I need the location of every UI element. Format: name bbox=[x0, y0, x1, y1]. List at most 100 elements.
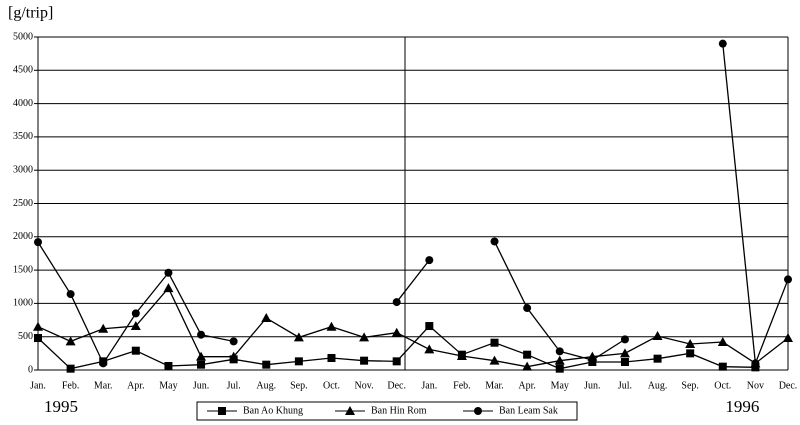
data-point bbox=[34, 238, 42, 247]
data-point bbox=[196, 351, 207, 361]
data-point bbox=[620, 335, 629, 344]
legend-label: Ban Leam Sak bbox=[499, 405, 558, 416]
data-point bbox=[392, 357, 401, 366]
x-tick-label: Feb. bbox=[62, 380, 80, 391]
x-tick-label: Oct. bbox=[714, 380, 731, 391]
data-point bbox=[424, 344, 435, 354]
x-tick-label: Jan. bbox=[421, 380, 437, 391]
data-point bbox=[425, 256, 434, 265]
data-point bbox=[489, 355, 500, 365]
legend-marker bbox=[218, 407, 226, 415]
data-point bbox=[164, 362, 173, 371]
y-tick-label: 2000 bbox=[13, 231, 33, 242]
y-tick-label: 4500 bbox=[13, 65, 33, 76]
data-point bbox=[523, 304, 532, 313]
x-tick-label: May bbox=[551, 380, 569, 391]
data-point bbox=[718, 39, 727, 48]
x-tick-label: Sep. bbox=[681, 380, 699, 391]
data-point bbox=[653, 354, 662, 363]
year-label: 1995 bbox=[44, 397, 78, 416]
legend-marker bbox=[345, 406, 355, 415]
data-point bbox=[33, 321, 43, 331]
legend-label: Ban Ao Khung bbox=[243, 405, 303, 416]
y-tick-label: 3000 bbox=[13, 164, 33, 175]
legend-box bbox=[196, 401, 578, 421]
data-point bbox=[619, 348, 630, 358]
data-point bbox=[652, 331, 663, 341]
data-point bbox=[555, 364, 564, 373]
x-tick-label: Mar. bbox=[485, 380, 504, 391]
legend-marker bbox=[474, 407, 482, 415]
x-tick-label: Nov bbox=[747, 380, 764, 391]
x-tick-label: May bbox=[159, 380, 177, 391]
x-tick-label: Apr. bbox=[127, 380, 145, 391]
x-tick-label: Apr. bbox=[518, 380, 536, 391]
data-point bbox=[294, 357, 303, 366]
data-point bbox=[130, 321, 141, 331]
y-axis-label: [g/trip] bbox=[8, 5, 53, 22]
data-point bbox=[98, 323, 109, 333]
y-tick-label: 2500 bbox=[13, 198, 33, 209]
data-point bbox=[65, 336, 76, 346]
data-point bbox=[131, 309, 140, 318]
x-tick-label: Jun. bbox=[584, 380, 600, 391]
data-point bbox=[131, 346, 140, 355]
x-tick-label: Dec. bbox=[387, 380, 406, 391]
x-tick-label: Feb. bbox=[453, 380, 471, 391]
x-tick-label: Sep. bbox=[290, 380, 308, 391]
data-point bbox=[197, 330, 206, 339]
y-tick-label: 3500 bbox=[13, 131, 33, 142]
data-point bbox=[391, 327, 402, 337]
x-tick-label: Mar. bbox=[94, 380, 113, 391]
data-point bbox=[293, 332, 304, 342]
x-tick-label: Jul. bbox=[227, 380, 241, 391]
data-point bbox=[392, 298, 401, 307]
data-point bbox=[261, 313, 272, 323]
data-point bbox=[229, 337, 238, 346]
data-point bbox=[686, 349, 695, 358]
data-point bbox=[523, 350, 532, 359]
data-point bbox=[784, 275, 792, 284]
data-point bbox=[490, 237, 499, 246]
legend-label: Ban Hin Rom bbox=[371, 405, 427, 416]
data-point bbox=[751, 359, 760, 368]
data-point bbox=[717, 337, 728, 347]
x-tick-label: Aug. bbox=[256, 380, 276, 391]
data-point bbox=[685, 339, 696, 349]
data-point bbox=[783, 333, 793, 343]
data-point bbox=[360, 356, 369, 365]
x-tick-label: Aug. bbox=[648, 380, 668, 391]
x-tick-label: Jan. bbox=[30, 380, 46, 391]
data-point bbox=[554, 355, 565, 365]
data-point bbox=[425, 322, 434, 331]
data-point bbox=[588, 356, 597, 365]
y-tick-label: 1000 bbox=[13, 298, 33, 309]
data-point bbox=[99, 359, 108, 368]
y-tick-label: 500 bbox=[18, 331, 33, 342]
year-label: 1996 bbox=[725, 397, 759, 416]
series-line bbox=[37, 286, 789, 368]
y-tick-label: 4000 bbox=[13, 98, 33, 109]
data-point bbox=[456, 351, 467, 361]
x-tick-label: Dec. bbox=[779, 380, 798, 391]
data-point bbox=[262, 360, 271, 369]
data-point bbox=[620, 358, 629, 367]
data-point bbox=[66, 290, 75, 299]
x-tick-label: Oct. bbox=[323, 380, 340, 391]
data-point bbox=[197, 360, 206, 369]
data-point bbox=[490, 338, 499, 347]
y-tick-label: 0 bbox=[28, 364, 33, 375]
data-point bbox=[164, 268, 173, 277]
x-tick-label: Jun. bbox=[193, 380, 209, 391]
data-point bbox=[555, 347, 564, 356]
x-tick-label: Nov. bbox=[355, 380, 374, 391]
data-point bbox=[718, 362, 727, 371]
y-tick-label: 5000 bbox=[13, 31, 33, 42]
y-tick-label: 1500 bbox=[13, 264, 33, 275]
data-point bbox=[359, 332, 370, 342]
data-point bbox=[34, 334, 42, 343]
x-tick-label: Jul. bbox=[618, 380, 632, 391]
data-point bbox=[326, 321, 337, 331]
data-point bbox=[66, 364, 75, 373]
